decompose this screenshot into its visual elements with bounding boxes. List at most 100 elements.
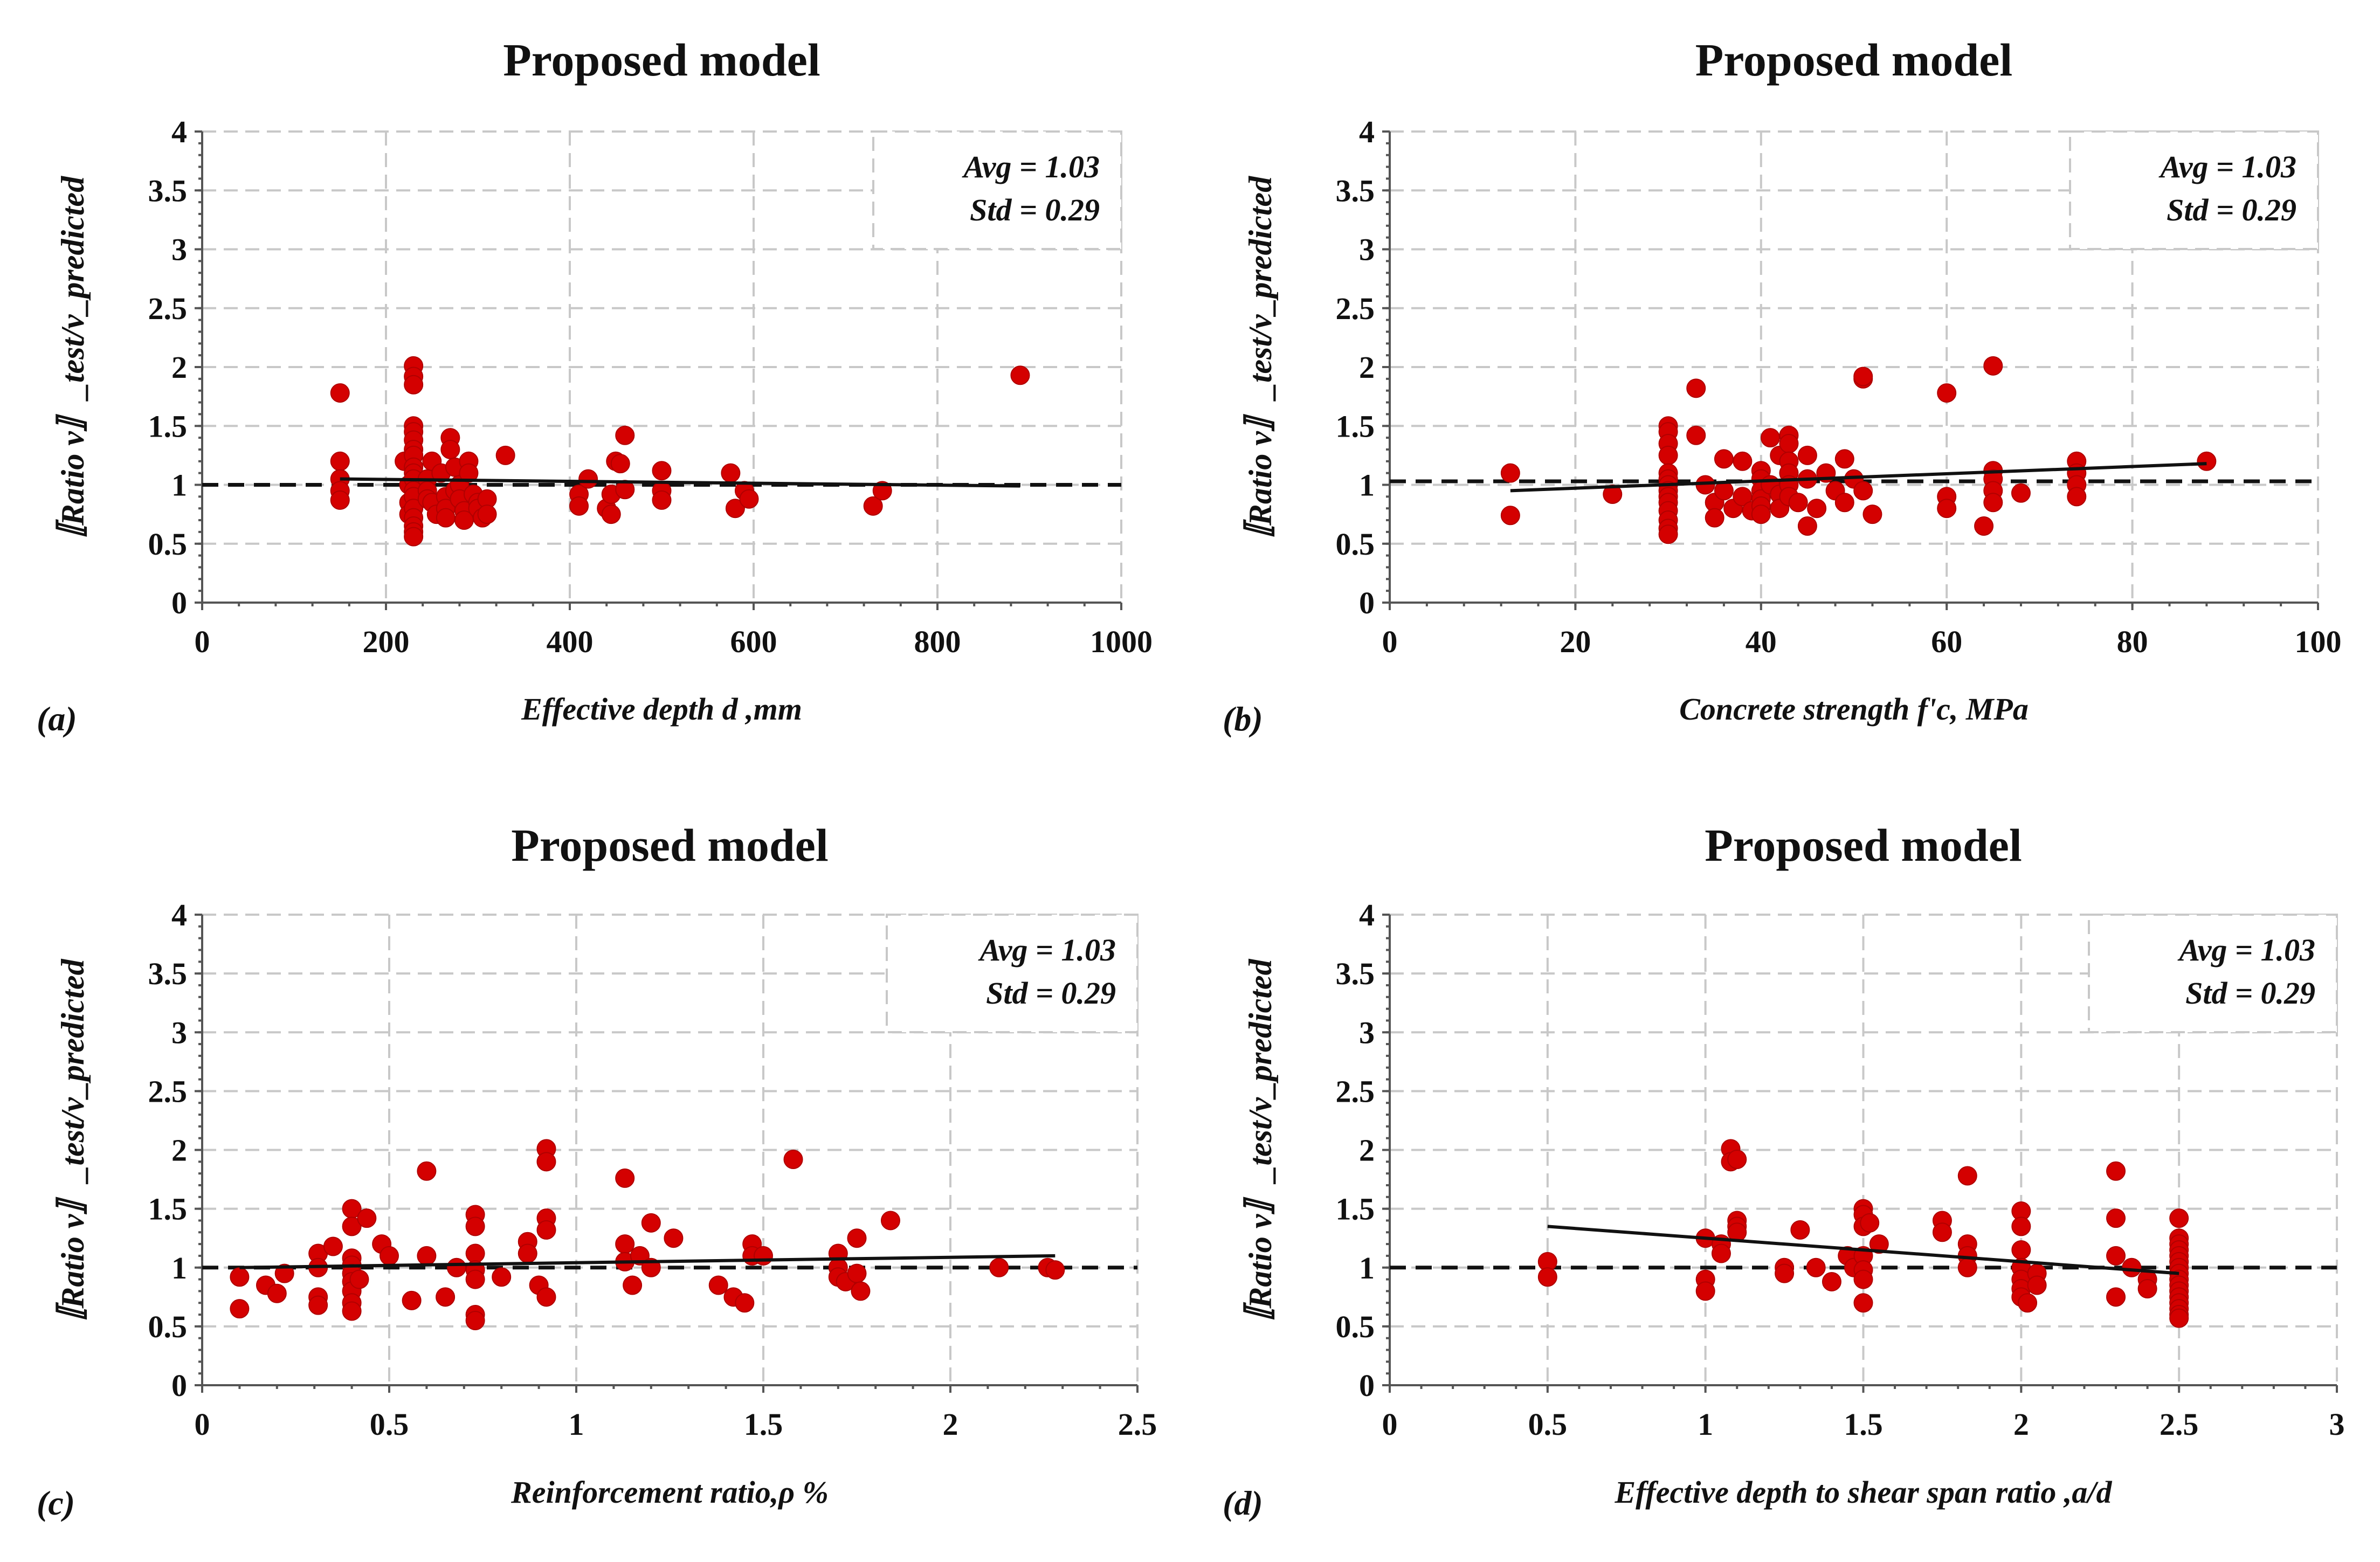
x-tick-label: 100	[2295, 624, 2342, 659]
x-tick-label: 0	[195, 624, 210, 659]
chart-panel-d: Proposed model Avg = 1.03 Std = 0.29 0 0.5 1 1…	[1223, 819, 2345, 1522]
x-tick-label: 3	[2329, 1407, 2345, 1442]
y-tick-label: 4	[1359, 897, 1375, 932]
x-tick-label: 1.5	[1844, 1407, 1883, 1442]
x-tick-label: 800	[914, 624, 961, 659]
data-point	[417, 1246, 437, 1266]
data-point	[1869, 1234, 1889, 1254]
data-point	[2122, 1257, 2142, 1277]
stats-box	[2088, 914, 2338, 1033]
y-tick-label: 1	[1359, 468, 1375, 503]
x-tick-label: 2	[943, 1407, 958, 1442]
data-point	[477, 504, 497, 524]
y-axis-label: 〚Ratio v〛_test/v_predicted	[55, 958, 91, 1340]
stat-avg: Avg = 1.03	[978, 932, 1116, 967]
y-tick-label: 1.5	[148, 1192, 188, 1227]
data-point	[708, 1275, 728, 1295]
data-point	[459, 463, 479, 483]
data-point	[330, 383, 350, 403]
x-tick-label: 2.5	[1118, 1407, 1157, 1442]
chart-title: Proposed model	[1705, 819, 2022, 871]
stats-box	[872, 130, 1122, 250]
data-point	[446, 1257, 466, 1277]
x-tick-label: 80	[2117, 624, 2148, 659]
y-tick-label: 3.5	[1336, 956, 1375, 991]
panel-letter: (c)	[37, 1484, 75, 1522]
data-point	[1807, 499, 1827, 519]
x-tick-label: 1	[569, 1407, 584, 1442]
chart-title: Proposed model	[511, 819, 828, 871]
data-point	[615, 425, 635, 445]
stats-box	[886, 914, 1139, 1033]
data-point	[641, 1213, 661, 1233]
data-point	[1714, 449, 1734, 469]
y-tick-label: 0.5	[1336, 527, 1375, 562]
data-point	[380, 1246, 399, 1266]
data-point	[2011, 483, 2031, 503]
trend-line	[239, 1254, 1056, 1269]
data-point	[664, 1228, 684, 1248]
data-point	[652, 461, 672, 481]
data-point	[1695, 1281, 1715, 1301]
data-point	[652, 490, 672, 510]
trend-line	[340, 477, 1020, 488]
x-tick-label: 60	[1931, 624, 1962, 659]
chart-panel-b: Proposed model Avg = 1.03 Std = 0.29 0 0.5 1 1…	[1223, 34, 2342, 738]
y-axis-label: 〚Ratio v〛_test/v_predicted	[1243, 176, 1278, 558]
data-point	[536, 1220, 556, 1240]
stat-avg: Avg = 1.03	[2177, 932, 2315, 967]
data-point	[267, 1283, 287, 1303]
y-tick-label: 3.5	[148, 956, 188, 991]
data-point	[1788, 493, 1808, 513]
y-tick-label: 4	[171, 114, 187, 149]
data-point	[1834, 449, 1854, 469]
data-point	[847, 1228, 867, 1248]
data-point	[465, 1269, 485, 1289]
y-tick-label: 2.5	[1336, 1074, 1375, 1109]
data-point	[615, 1234, 635, 1254]
trend-line	[1510, 462, 2207, 493]
data-point	[1860, 1213, 1880, 1233]
data-point	[1686, 378, 1706, 398]
x-tick-label: 1.5	[744, 1407, 783, 1442]
y-tick-label: 0	[1359, 1368, 1375, 1403]
x-axis-label: Concrete strength f'c, MPa	[1679, 692, 2029, 727]
x-tick-label: 200	[363, 624, 410, 659]
data-point	[2011, 1240, 2031, 1260]
data-point	[1937, 383, 1957, 403]
y-tick-label: 3	[1359, 1015, 1375, 1050]
data-point	[2197, 451, 2217, 471]
data-point	[230, 1299, 250, 1319]
data-point	[1727, 1149, 1747, 1169]
panel-letter: (b)	[1223, 700, 1263, 738]
data-point	[989, 1257, 1009, 1277]
y-tick-label: 0	[171, 585, 187, 620]
x-tick-label: 400	[547, 624, 594, 659]
data-point	[1853, 1269, 1873, 1289]
data-point	[1733, 451, 1753, 471]
data-point	[402, 1290, 422, 1310]
x-tick-label: 40	[1746, 624, 1777, 659]
stat-std: Std = 0.29	[2167, 192, 2296, 227]
data-point	[1603, 484, 1623, 504]
stat-avg: Avg = 1.03	[2158, 149, 2296, 184]
panel-letter: (a)	[37, 700, 77, 738]
data-point	[863, 496, 883, 516]
data-point	[578, 469, 598, 489]
data-point	[735, 1293, 755, 1313]
y-tick-label: 0	[1359, 585, 1375, 620]
data-point	[851, 1281, 871, 1301]
data-point	[880, 1211, 900, 1231]
data-point	[1045, 1260, 1065, 1280]
data-point	[1500, 506, 1520, 526]
data-point	[1761, 428, 1781, 448]
data-point	[1983, 493, 2003, 513]
stat-std: Std = 0.29	[970, 192, 1100, 227]
data-point	[2137, 1279, 2157, 1299]
data-point	[601, 504, 621, 524]
data-point	[495, 445, 515, 465]
y-tick-label: 1.5	[1336, 1192, 1375, 1227]
data-point	[404, 527, 424, 547]
data-point	[1957, 1257, 1977, 1277]
